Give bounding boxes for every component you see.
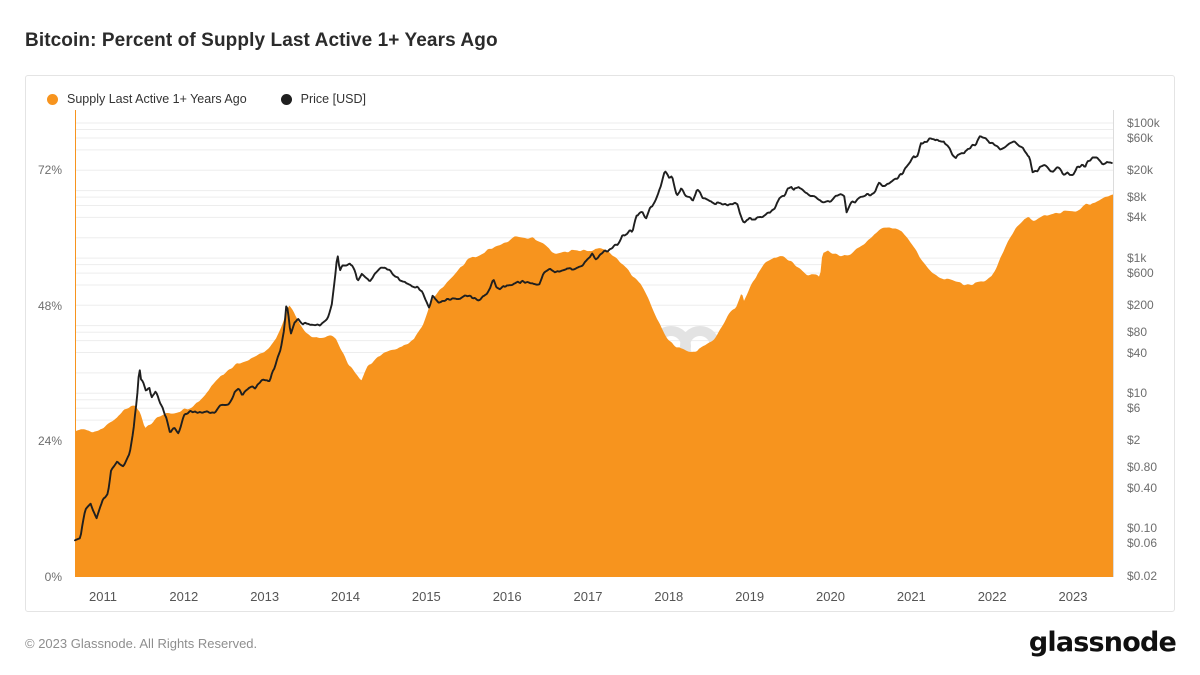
supply-area-series <box>75 194 1113 577</box>
copyright-text: © 2023 Glassnode. All Rights Reserved. <box>25 636 258 651</box>
glassnode-logo: glassnode <box>1028 627 1177 658</box>
legend-label-price: Price [USD] <box>300 92 366 106</box>
legend-item-price[interactable]: Price [USD] <box>280 92 366 106</box>
chart-legend: Supply Last Active 1+ Years Ago Price [U… <box>47 90 400 108</box>
price-series-dot-icon <box>280 93 292 105</box>
supply-series-dot-icon <box>47 93 58 105</box>
price-line-series <box>74 135 1113 542</box>
page-title: Bitcoin: Percent of Supply Last Active 1… <box>25 30 498 51</box>
legend-label-supply: Supply Last Active 1+ Years Ago <box>67 92 247 106</box>
legend-item-supply[interactable]: Supply Last Active 1+ Years Ago <box>47 92 247 106</box>
